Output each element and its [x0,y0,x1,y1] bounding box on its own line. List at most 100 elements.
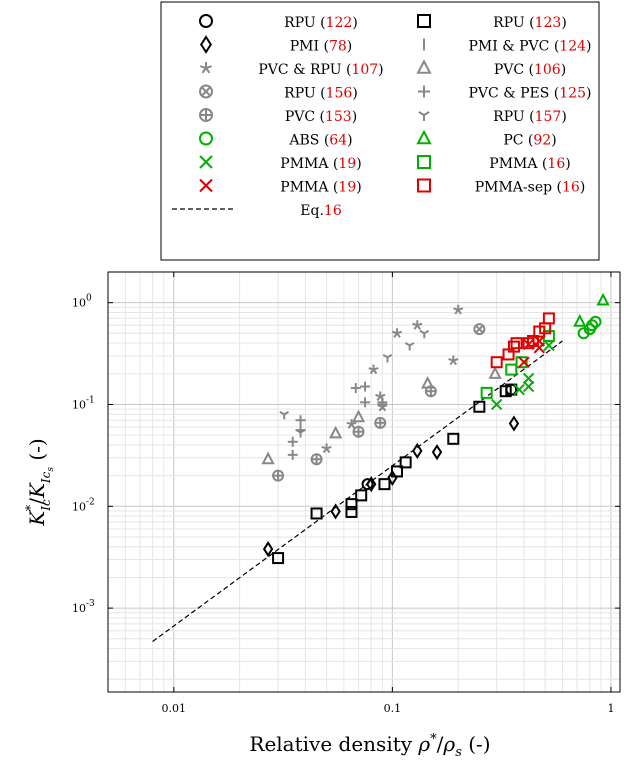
data-point-series-0 [361,478,374,491]
legend-label-2: PMI (78) [290,39,353,55]
x-tick-label: 1 [607,702,614,715]
data-point-series-10 [586,319,599,332]
data-point-series-6 [473,323,486,336]
y-tick-label: 10-2 [72,497,95,513]
legend-label-1: RPU (123) [493,15,567,31]
legend-label-4: PVC & RPU (107) [258,62,383,78]
legend-marker-14 [199,178,213,193]
data-point-series-1 [355,489,368,502]
legend-label-6: RPU (156) [284,86,358,102]
data-point-series-2 [412,442,423,459]
data-point-series-4 [375,391,386,402]
data-point-series-7 [350,383,361,394]
legend-marker-12 [199,155,213,169]
data-point-series-8 [310,453,323,466]
legend-marker-10 [199,131,213,146]
legend-label-0: RPU (122) [284,15,358,31]
data-point-series-1 [378,478,391,491]
legend-label-14: PMMA (19) [280,180,361,196]
data-point-series-2 [431,444,443,461]
fit-line-group [152,340,563,642]
legend-marker-5 [416,59,432,74]
legend-box [160,1,600,261]
data-point-series-13 [505,363,518,376]
data-point-series-12 [522,372,535,385]
data-point-series-15 [542,312,555,325]
data-point-series-9 [295,429,306,438]
data-point-series-15 [507,340,520,353]
legend-marker-11 [416,129,432,145]
fit-line-eq16 [152,340,563,642]
data-point-series-9 [382,354,393,363]
data-point-series-2 [387,469,398,487]
axis-labels: Relative density ρ*/ρs (-) KIc*/KIcs (-) [24,438,491,760]
y-axis-label: KIc*/KIcs (-) [24,438,56,526]
data-point-series-10 [589,315,602,328]
plot-area: 0.01 0.1 1 10-3 10-2 10-1 100 [72,271,621,715]
data-point-series-11 [596,292,610,306]
data-point-series-5 [328,425,343,439]
legend-label-10: ABS (64) [288,133,352,149]
legend-label-3: PMI & PVC (124) [468,39,591,55]
data-point-series-14 [533,335,545,347]
data-point-series-7 [287,436,298,447]
data-point-series-5 [488,366,502,379]
data-point-series-7 [287,449,298,460]
legend-marker-0 [199,14,213,28]
data-point-series-15 [510,337,523,350]
legend-marker-13 [417,155,431,169]
legend-label-eq16: Eq.16 [300,203,342,219]
data-point-series-13 [515,356,528,369]
data-point-series-11 [573,314,587,327]
data-point-series-1 [345,505,358,518]
legend-marker-2 [200,35,212,54]
legend-label-13: PMMA (16) [489,156,570,172]
x-tick-label: 0.01 [162,702,187,715]
legend-label-12: PMMA (19) [280,156,361,172]
legend-marker-7 [418,85,430,98]
data-point-series-4 [391,328,403,338]
legend-label-8: PVC (153) [285,109,357,125]
grid [107,271,620,692]
data-point-series-5 [261,451,275,465]
data-points [261,292,610,565]
data-point-series-2 [262,540,274,558]
y-tick-label: 100 [72,294,92,310]
data-point-series-7 [360,381,371,392]
x-axis-label: Relative density ρ*/ρs (-) [249,732,490,760]
data-point-series-14 [518,356,530,368]
data-point-series-15 [527,335,540,348]
data-point-series-7 [295,415,306,426]
y-tick-label: 10-1 [72,395,95,411]
data-point-series-1 [505,383,518,396]
legend-label-7: PVC & PES (125) [469,86,592,102]
data-point-series-5 [351,409,366,423]
data-point-series-4 [453,304,464,315]
data-point-series-15 [490,356,503,369]
data-point-series-8 [424,385,437,398]
x-tick-label: 0.1 [384,702,402,715]
legend-label-11: PC (92) [503,133,556,149]
data-point-series-4 [448,355,459,366]
data-point-series-7 [360,397,371,408]
legend-label-5: PVC (106) [494,62,566,78]
legend-label-9: RPU (157) [493,109,567,125]
data-point-series-9 [404,342,415,351]
legend-marker-8 [199,108,213,122]
legend-marker-1 [417,14,431,28]
data-point-series-9 [279,410,290,420]
data-point-series-1 [473,400,486,413]
data-point-series-12 [543,339,555,352]
data-point-series-4 [368,364,379,375]
y-tick-label: 10-3 [72,599,95,615]
legend-label-15: PMMA-sep (16) [475,180,586,196]
data-point-series-1 [399,456,412,469]
data-point-series-4 [412,320,423,330]
legend-marker-4 [199,62,213,74]
data-point-series-12 [513,383,525,396]
data-point-series-4 [321,443,332,454]
legend-marker-15 [417,178,431,193]
data-point-series-2 [366,476,377,493]
data-point-series-1 [447,432,460,445]
